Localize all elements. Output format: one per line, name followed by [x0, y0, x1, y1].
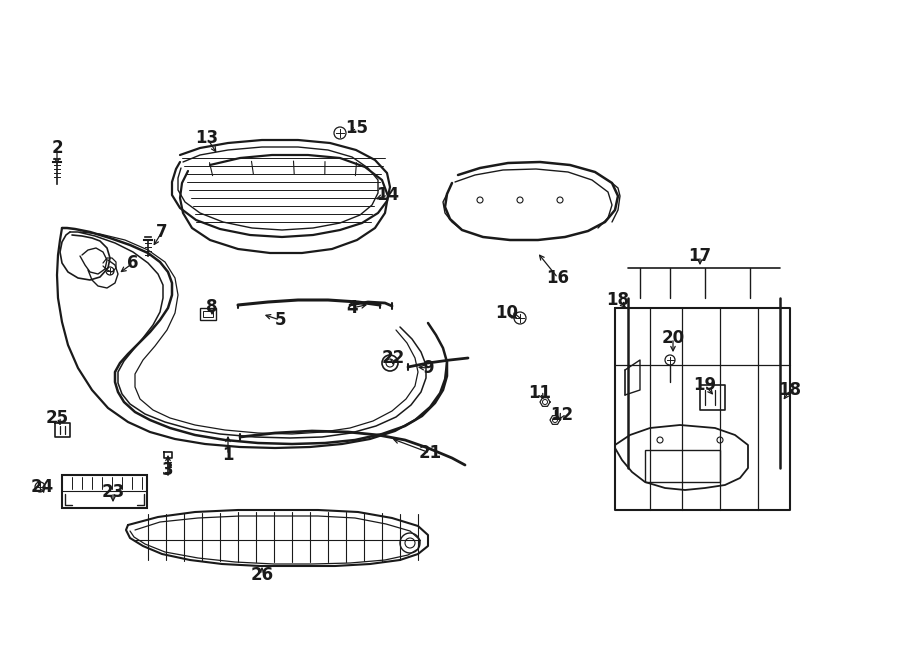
Text: 4: 4 [346, 299, 358, 317]
Text: 5: 5 [274, 311, 286, 329]
Text: 10: 10 [496, 304, 518, 322]
Text: 18: 18 [778, 381, 802, 399]
Text: 25: 25 [45, 409, 68, 427]
Text: 9: 9 [422, 359, 434, 377]
Text: 24: 24 [31, 478, 54, 496]
Text: 26: 26 [250, 566, 274, 584]
Text: 19: 19 [693, 376, 716, 394]
Text: 15: 15 [346, 119, 368, 137]
Text: 2: 2 [51, 139, 63, 157]
Bar [645, 450, 720, 482]
Text: 16: 16 [546, 269, 570, 287]
Text: 11: 11 [528, 384, 552, 402]
Text: 23: 23 [102, 483, 124, 501]
Text: 8: 8 [206, 298, 218, 316]
Bar [200, 308, 216, 320]
Text: 6: 6 [127, 254, 139, 272]
Text: 7: 7 [157, 223, 167, 241]
Bar [62, 475, 147, 508]
Text: 20: 20 [662, 329, 685, 347]
Text: 1: 1 [222, 446, 234, 464]
Text: 12: 12 [551, 406, 573, 424]
Text: 21: 21 [418, 444, 442, 462]
Bar [203, 311, 213, 317]
Text: 14: 14 [376, 186, 400, 204]
Text: 13: 13 [195, 129, 219, 147]
Text: 22: 22 [382, 349, 405, 367]
Text: 17: 17 [688, 247, 712, 265]
Text: 18: 18 [607, 291, 629, 309]
Text: 3: 3 [162, 461, 174, 479]
